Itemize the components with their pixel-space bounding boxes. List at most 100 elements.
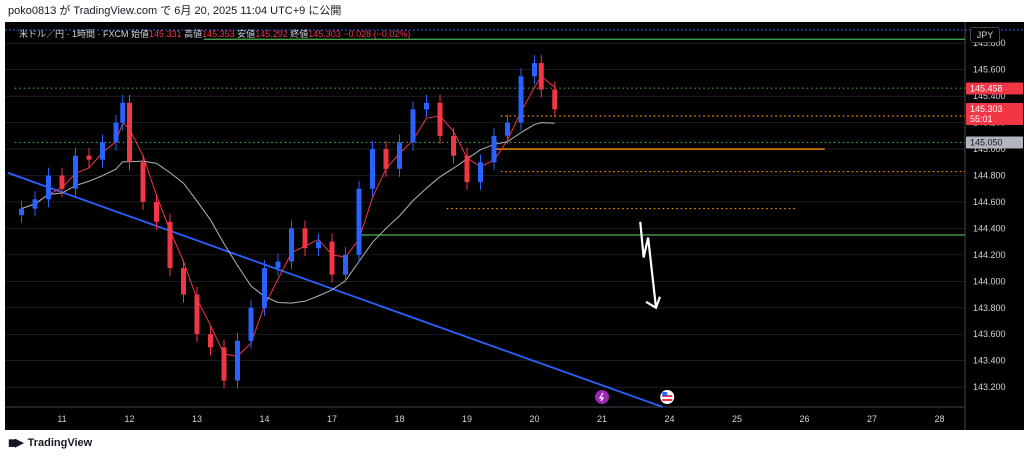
y-tick-label-6: 144.400	[973, 223, 1006, 233]
candle-body-22	[302, 228, 308, 249]
candle-body-1	[32, 199, 38, 209]
candle-body-34	[464, 155, 470, 183]
low-label: 安値	[237, 29, 256, 39]
candle-body-5	[86, 155, 92, 160]
x-tick-label-10: 25	[732, 414, 742, 424]
candle-body-31	[424, 102, 429, 110]
flag-canton	[662, 392, 668, 396]
candle-body-38	[518, 76, 524, 123]
x-tick-label-2: 13	[192, 414, 202, 424]
high-label: 高値	[184, 29, 203, 39]
price-label-bg-1	[966, 102, 1023, 125]
y-tick-label-4: 144.000	[973, 276, 1006, 286]
footer: ◼▶ TradingView	[0, 430, 1024, 457]
x-tick-label-4: 17	[327, 414, 337, 424]
y-tick-label-9: 145.000	[973, 144, 1006, 154]
candle-body-8	[120, 102, 126, 123]
tradingview-logo[interactable]: ◼▶ TradingView	[8, 436, 92, 449]
y-tick-label-5: 144.200	[973, 250, 1006, 260]
y-tick-label-3: 143.800	[973, 303, 1006, 313]
price-label-0: 145.458	[970, 83, 1003, 93]
candle-body-39	[532, 63, 537, 77]
countdown-label: 55:01	[970, 114, 993, 124]
brand-name: TradingView	[27, 437, 93, 449]
candle-body-37	[505, 122, 510, 136]
y-tick-label-1: 143.400	[973, 356, 1006, 366]
candle-body-19	[262, 268, 267, 308]
ma-short-line	[21, 75, 556, 357]
candle-body-12	[167, 221, 173, 269]
low-value: 145.292	[255, 29, 288, 39]
lightning-icon	[595, 390, 609, 404]
candle-body-20	[275, 261, 281, 269]
candle-body-6	[100, 142, 105, 160]
y-tick-label-11: 145.400	[973, 91, 1006, 101]
candle-body-3	[59, 175, 65, 189]
trendline	[7, 172, 664, 408]
y-tick-label-8: 144.800	[973, 171, 1006, 181]
x-tick-label-1: 12	[124, 414, 134, 424]
price-chart[interactable]: 143.200 143.400 143.600 143.800 144.000 144.2…	[5, 22, 1024, 430]
x-tick-label-3: 14	[259, 414, 269, 424]
candle-body-28	[383, 149, 389, 169]
high-value: 145.353	[202, 29, 235, 39]
x-tick-label-7: 20	[529, 414, 539, 424]
ohlc-legend: 米ドル／円 · 1時間 · FXCM 始値145.331 高値145.353 安…	[19, 27, 410, 40]
candle-body-24	[329, 241, 335, 275]
candle-body-25	[343, 254, 348, 275]
change-value: −0.028 (−0.02%)	[343, 29, 411, 39]
candle-body-26	[356, 188, 362, 255]
candle-body-9	[127, 102, 132, 163]
candle-body-2	[46, 175, 51, 200]
lightning-glyph	[598, 392, 605, 402]
x-tick-label-13: 28	[934, 414, 944, 424]
candle-body-27	[370, 149, 375, 189]
y-tick-label-0: 143.200	[973, 382, 1006, 392]
x-tick-label-6: 19	[462, 414, 472, 424]
candle-body-13	[181, 268, 186, 295]
open-value: 145.331	[149, 29, 182, 39]
x-tick-label-9: 24	[664, 414, 674, 424]
candle-body-41	[552, 89, 558, 110]
y-tick-label-7: 144.600	[973, 197, 1006, 207]
candle-body-4	[73, 155, 78, 189]
x-tick-label-11: 26	[799, 414, 809, 424]
candle-body-0	[19, 208, 24, 216]
candle-body-35	[478, 162, 483, 183]
candle-body-16	[221, 347, 227, 381]
price-label-2: 145.050	[970, 137, 1003, 147]
open-label: 始値	[131, 29, 150, 39]
candle-body-32	[437, 102, 443, 136]
candle-body-17	[235, 340, 240, 381]
candle-body-29	[397, 142, 402, 169]
candle-body-10	[140, 162, 146, 202]
chart-area[interactable]: 143.200 143.400 143.600 143.800 144.000 144.2…	[5, 22, 1024, 430]
y-tick-label-12: 145.600	[973, 65, 1006, 75]
candle-body-33	[451, 135, 456, 156]
x-tick-label-5: 18	[394, 414, 404, 424]
forecast-arrowhead	[645, 296, 662, 310]
candle-body-18	[248, 307, 254, 341]
currency-button[interactable]: JPY	[970, 27, 1000, 43]
x-tick-label-0: 11	[57, 414, 66, 424]
candle-body-14	[194, 294, 200, 335]
y-tick-label-13: 145.800	[973, 38, 1006, 48]
candle-body-11	[154, 201, 159, 222]
symbol-label: 米ドル／円 · 1時間 · FXCM	[19, 29, 129, 39]
forecast-arrow	[639, 221, 658, 308]
y-tick-label-2: 143.600	[973, 329, 1006, 339]
publish-header: poko0813 が TradingView.com で 6月 20, 2025…	[0, 0, 1024, 22]
price-label-1: 145.303	[970, 104, 1003, 114]
price-label-bg-2	[966, 136, 1023, 149]
candle-body-30	[410, 109, 416, 143]
candle-body-40	[538, 63, 544, 90]
x-tick-label-12: 27	[867, 414, 877, 424]
candle-body-36	[491, 135, 497, 163]
price-label-bg-0	[966, 82, 1023, 95]
candle-body-7	[113, 122, 119, 143]
candle-body-15	[208, 334, 213, 348]
candle-body-21	[289, 228, 294, 262]
close-value: 145.303	[308, 29, 341, 39]
x-tick-label-8: 21	[597, 414, 607, 424]
candle-body-23	[316, 241, 321, 249]
